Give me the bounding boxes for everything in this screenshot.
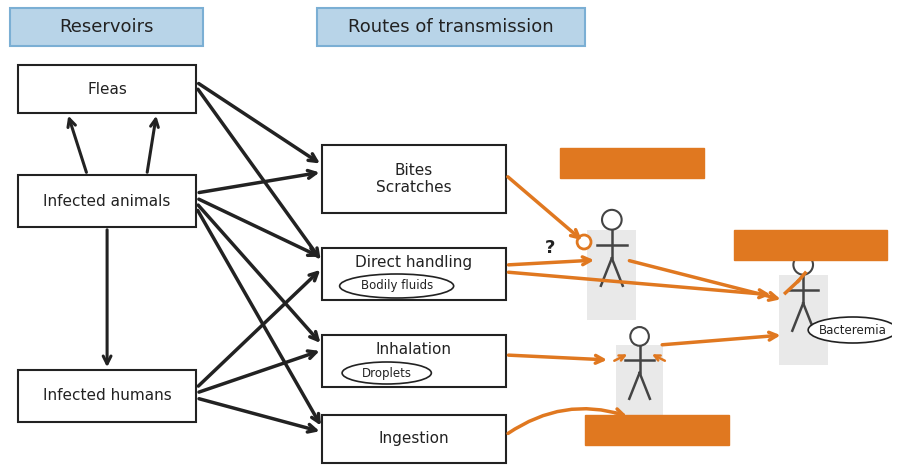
FancyBboxPatch shape	[322, 248, 506, 300]
Circle shape	[630, 327, 649, 346]
Text: Bacteremia: Bacteremia	[819, 324, 886, 337]
FancyBboxPatch shape	[18, 65, 196, 113]
Ellipse shape	[808, 317, 897, 343]
Circle shape	[602, 210, 622, 229]
FancyBboxPatch shape	[318, 8, 585, 46]
Text: Direct handling: Direct handling	[355, 256, 472, 270]
Ellipse shape	[339, 274, 454, 298]
Text: Septicemic plague: Septicemic plague	[738, 238, 882, 252]
Text: Routes of transmission: Routes of transmission	[348, 18, 554, 36]
FancyBboxPatch shape	[18, 370, 196, 422]
Text: Infected animals: Infected animals	[43, 194, 171, 208]
FancyBboxPatch shape	[585, 415, 729, 445]
Text: Bites
Scratches: Bites Scratches	[375, 163, 451, 195]
Text: ?: ?	[545, 239, 555, 257]
FancyBboxPatch shape	[734, 230, 887, 260]
FancyBboxPatch shape	[588, 229, 636, 320]
Text: Bubonic plague: Bubonic plague	[572, 156, 692, 170]
Circle shape	[794, 255, 813, 275]
Circle shape	[577, 235, 591, 249]
Text: Bodily fluids: Bodily fluids	[361, 279, 433, 292]
FancyBboxPatch shape	[18, 175, 196, 227]
FancyBboxPatch shape	[616, 346, 663, 431]
Text: Fleas: Fleas	[87, 81, 127, 97]
Text: Pneumonic plague: Pneumonic plague	[584, 423, 729, 437]
FancyBboxPatch shape	[322, 145, 506, 213]
Text: Infected humans: Infected humans	[42, 388, 172, 404]
FancyBboxPatch shape	[561, 148, 704, 178]
Text: Inhalation: Inhalation	[375, 343, 452, 357]
FancyBboxPatch shape	[322, 335, 506, 387]
FancyBboxPatch shape	[10, 8, 203, 46]
FancyBboxPatch shape	[322, 415, 506, 463]
Text: Ingestion: Ingestion	[378, 432, 449, 446]
Text: Reservoirs: Reservoirs	[58, 18, 153, 36]
Text: Droplets: Droplets	[362, 367, 411, 379]
Ellipse shape	[342, 362, 431, 384]
FancyBboxPatch shape	[778, 275, 828, 365]
